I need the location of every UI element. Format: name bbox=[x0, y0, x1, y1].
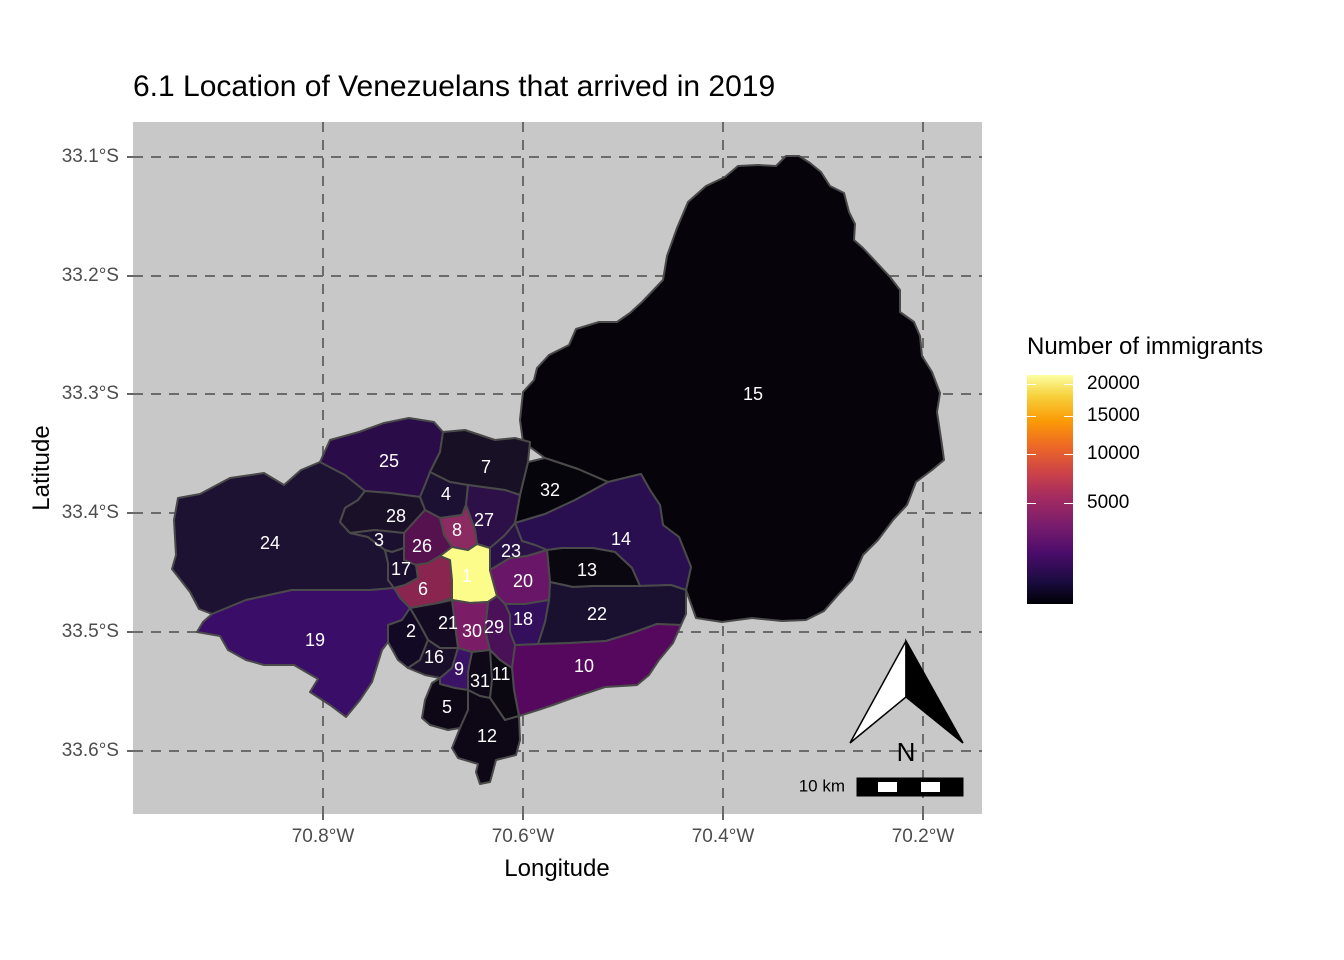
legend-label: 5000 bbox=[1087, 492, 1130, 513]
region-label-28: 28 bbox=[386, 506, 406, 526]
legend-tick bbox=[1027, 454, 1073, 455]
region-label-15: 15 bbox=[743, 384, 763, 404]
region-label-29: 29 bbox=[484, 617, 504, 637]
region-label-17: 17 bbox=[391, 559, 411, 579]
scale-bar-label: 10 km bbox=[799, 776, 845, 795]
region-12 bbox=[451, 689, 521, 785]
region-label-19: 19 bbox=[305, 630, 325, 650]
region-label-21: 21 bbox=[438, 613, 458, 633]
region-19 bbox=[196, 587, 411, 718]
region-label-22: 22 bbox=[587, 604, 607, 624]
region-label-24: 24 bbox=[260, 533, 280, 553]
x-tick-label: 70.8°W bbox=[291, 826, 355, 847]
region-label-11: 11 bbox=[492, 664, 511, 684]
x-tick-label: 70.4°W bbox=[691, 826, 755, 847]
region-label-1: 1 bbox=[462, 566, 472, 586]
region-label-6: 6 bbox=[418, 579, 428, 599]
axis-ticks bbox=[127, 156, 924, 820]
legend-tick bbox=[1027, 416, 1073, 417]
region-label-2: 2 bbox=[406, 621, 416, 641]
region-label-9: 9 bbox=[454, 659, 464, 679]
region-labels: 15 32 14 13 22 10 24 25 7 4 28 27 8 3 26… bbox=[260, 384, 763, 746]
north-arrow-label: N bbox=[897, 737, 916, 767]
map-title: 6.1 Location of Venezuelans that arrived… bbox=[133, 70, 776, 103]
y-tick-label: 33.1°S bbox=[61, 146, 119, 167]
y-tick-label: 33.4°S bbox=[61, 502, 119, 523]
region-label-26: 26 bbox=[412, 536, 432, 556]
region-label-31: 31 bbox=[470, 671, 490, 691]
legend-label: 20000 bbox=[1087, 373, 1140, 394]
region-label-12: 12 bbox=[477, 726, 497, 746]
region-label-32: 32 bbox=[540, 480, 560, 500]
region-label-30: 30 bbox=[462, 621, 482, 641]
legend-tick bbox=[1027, 384, 1073, 385]
region-label-27: 27 bbox=[474, 510, 494, 530]
region-label-10: 10 bbox=[574, 656, 594, 676]
legend-tick bbox=[1027, 503, 1073, 504]
x-tick-label: 70.6°W bbox=[491, 826, 555, 847]
region-label-13: 13 bbox=[577, 560, 597, 580]
region-label-4: 4 bbox=[441, 484, 451, 504]
region-label-3: 3 bbox=[374, 530, 384, 550]
north-arrow-icon: N bbox=[849, 638, 964, 767]
region-label-18: 18 bbox=[513, 609, 533, 629]
x-tick-label: 70.2°W bbox=[891, 826, 955, 847]
region-label-5: 5 bbox=[442, 697, 452, 717]
region-15 bbox=[519, 155, 945, 623]
scale-bar: 10 km bbox=[799, 776, 964, 797]
y-tick-label: 33.2°S bbox=[61, 265, 119, 286]
region-label-7: 7 bbox=[481, 457, 491, 477]
y-axis-title: Latitude bbox=[28, 425, 55, 511]
x-axis-title: Longitude bbox=[504, 855, 610, 882]
legend-title: Number of immigrants bbox=[1027, 333, 1264, 360]
legend-label: 10000 bbox=[1087, 443, 1140, 464]
y-tick-label: 33.5°S bbox=[61, 621, 119, 642]
region-label-25: 25 bbox=[379, 451, 399, 471]
y-tick-label: 33.3°S bbox=[61, 383, 119, 404]
region-label-14: 14 bbox=[611, 529, 631, 549]
legend-label: 15000 bbox=[1087, 405, 1140, 426]
region-label-8: 8 bbox=[452, 520, 462, 540]
y-tick-label: 33.6°S bbox=[61, 740, 119, 761]
legend-color-bar bbox=[1027, 375, 1073, 604]
region-label-23: 23 bbox=[501, 541, 521, 561]
region-label-16: 16 bbox=[424, 647, 444, 667]
region-label-20: 20 bbox=[513, 571, 533, 591]
